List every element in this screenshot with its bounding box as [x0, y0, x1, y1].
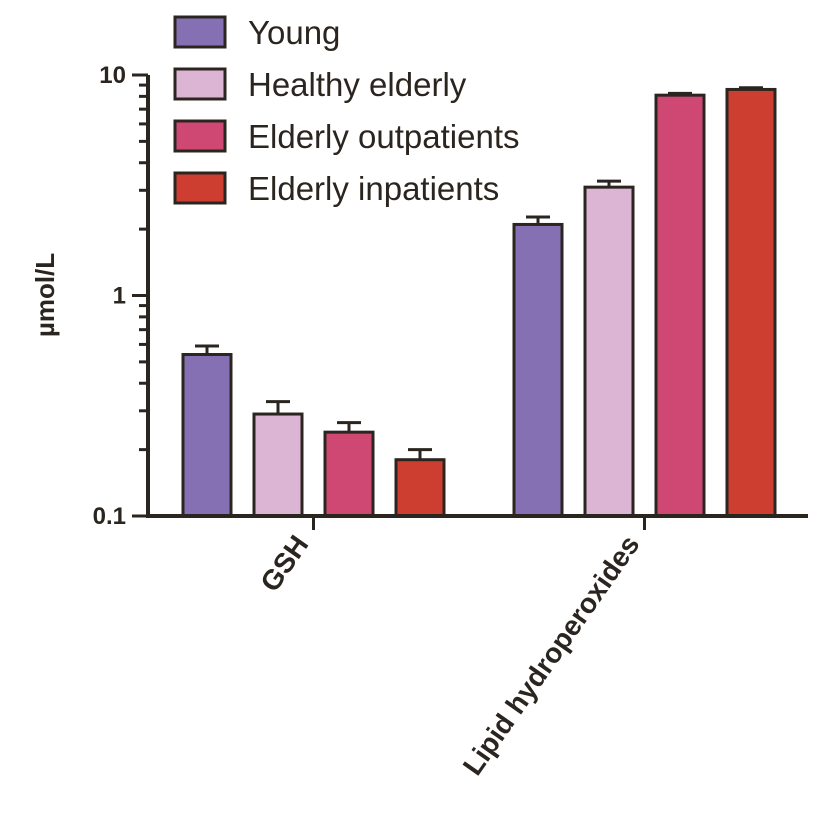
category-labels: GSH Lipid hydroperoxides [254, 516, 646, 781]
legend-swatch-young [173, 15, 227, 49]
legend-swatch-elderly-outpatients [173, 119, 227, 153]
legend-label-elderly-outpatients: Elderly outpatients [248, 118, 520, 155]
y-tick-label: 10 [99, 62, 126, 89]
legend-swatch-elderly-inpatients [173, 171, 227, 205]
bar-lipid-hydroperoxides-young [512, 222, 564, 518]
bar-gsh-healthy-elderly [252, 412, 304, 518]
category-label-lipid-hydroperoxides: Lipid hydroperoxides [457, 530, 646, 781]
legend: Young Healthy elderly Elderly outpatients E… [173, 14, 520, 207]
category-label-gsh: GSH [254, 530, 314, 597]
y-tick-label: 1 [113, 283, 126, 310]
y-tick-label: 0.1 [93, 503, 126, 530]
bar-gsh-elderly-outpatients [323, 430, 375, 518]
y-axis-label: µmol/L [30, 253, 60, 337]
legend-swatch-healthy-elderly [173, 67, 227, 101]
bar-gsh-elderly-inpatients [394, 458, 446, 518]
bar-lipid-hydroperoxides-elderly-inpatients [725, 87, 777, 518]
legend-label-elderly-inpatients: Elderly inpatients [248, 170, 499, 207]
bar-lipid-hydroperoxides-healthy-elderly [583, 185, 635, 518]
bar-lipid-hydroperoxides-elderly-outpatients [654, 93, 706, 518]
y-ticks: 0.1 1 10 [93, 62, 148, 530]
bar-gsh-young [181, 353, 233, 518]
legend-label-healthy-elderly: Healthy elderly [248, 66, 467, 103]
legend-label-young: Young [248, 14, 340, 51]
